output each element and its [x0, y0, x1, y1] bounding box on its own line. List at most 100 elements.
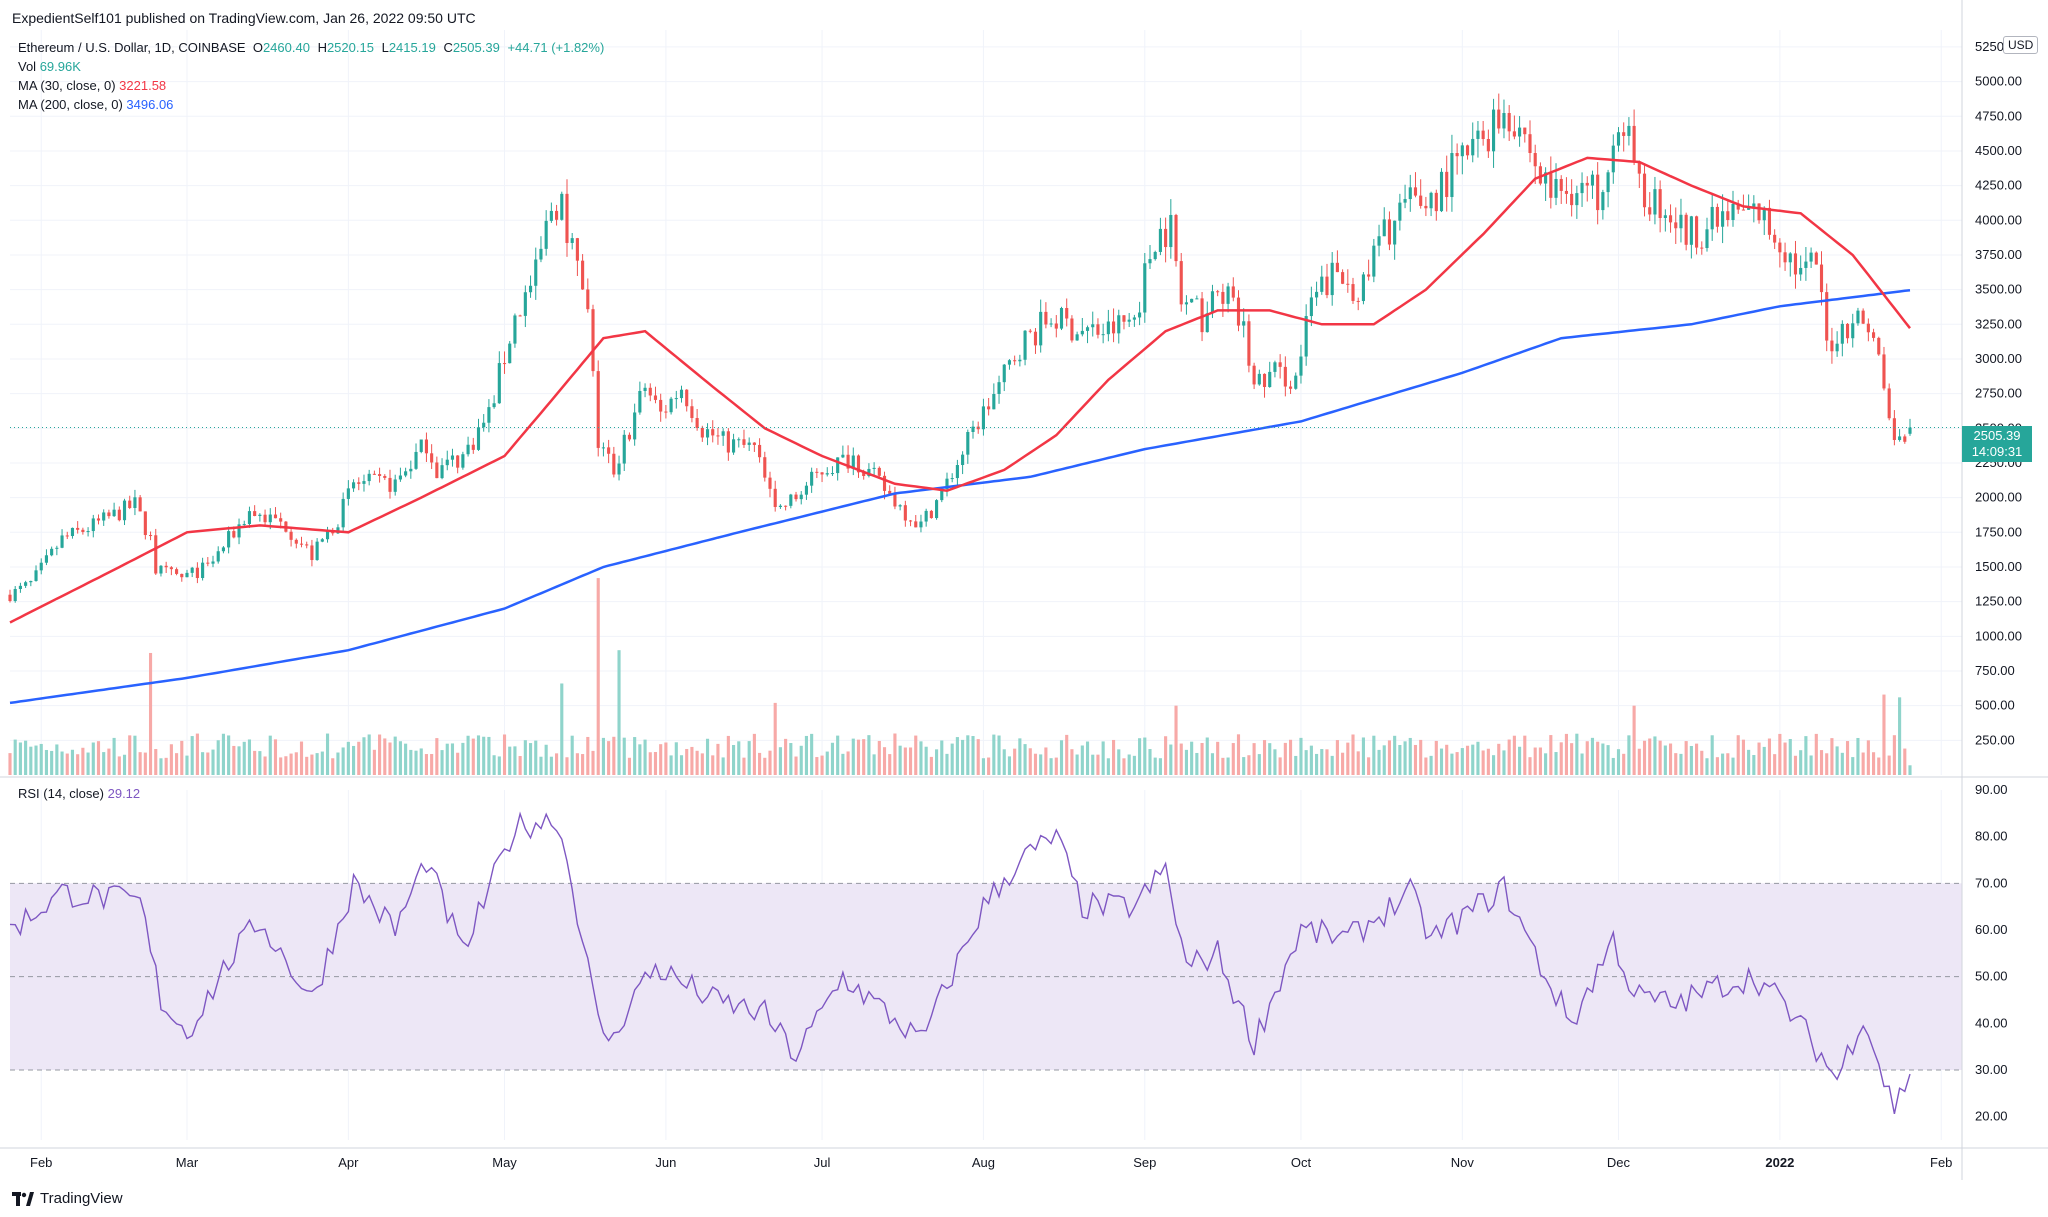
volume-bar [726, 735, 730, 775]
time-axis-label: Feb [30, 1155, 52, 1170]
volume-bar [789, 743, 793, 775]
candle-body [1382, 219, 1386, 237]
candle-body [1070, 318, 1074, 341]
candle-body [440, 465, 444, 479]
volume-bar [737, 741, 741, 775]
candle-body [908, 520, 913, 522]
legend-symbol-row[interactable]: Ethereum / U.S. Dollar, 1D, COINBASE O24… [18, 38, 608, 57]
volume-bar [430, 753, 434, 775]
legend-ma30-row[interactable]: MA (30, close, 0) 3221.58 [18, 76, 608, 95]
candle-body [1283, 366, 1287, 387]
volume-bar [1117, 749, 1121, 775]
candle-body [1814, 252, 1818, 265]
volume-bar [1549, 735, 1553, 775]
volume-bar [1169, 744, 1173, 775]
candle-body [768, 477, 772, 489]
volume-bar [1002, 749, 1006, 775]
volume-bar [1018, 738, 1022, 775]
volume-bar [138, 752, 142, 775]
currency-badge[interactable]: USD [2003, 36, 2039, 54]
candle-body [508, 343, 512, 364]
volume-bar [1361, 737, 1365, 775]
volume-bar [346, 741, 350, 775]
rsi-axis[interactable]: 90.00 80.00 70.00 60.00 50.00 40.00 30.00 20.00 [1975, 782, 2008, 1124]
candle-body [1455, 153, 1459, 157]
legend-vol-row[interactable]: Vol 69.96K [18, 57, 608, 76]
candle-body [1153, 251, 1157, 260]
volume-bar [721, 757, 725, 775]
candle-body [836, 457, 840, 474]
candle-body [987, 406, 991, 410]
candle-body [1741, 209, 1745, 211]
symbol-label[interactable]: Ethereum / U.S. Dollar, 1D, COINBASE [18, 40, 246, 55]
volume-bar [1840, 752, 1844, 775]
volume-bar [1908, 765, 1912, 775]
volume-bar [320, 751, 324, 775]
volume-bar [55, 744, 59, 775]
volume-bar [1544, 753, 1548, 775]
volume-bar [1382, 745, 1386, 775]
volume-bar [1887, 755, 1891, 775]
time-axis[interactable]: Feb Mar Apr May Jun Jul Aug Sep Oct Nov Dec 2022 Feb [30, 1155, 1952, 1170]
candle-body [1658, 189, 1662, 218]
candle-body [929, 510, 933, 519]
volume-bar [39, 743, 43, 775]
volume-bar [596, 578, 600, 775]
volume-bar [1325, 749, 1329, 775]
candle-body [44, 555, 48, 563]
candle-body [1132, 317, 1136, 320]
volume-bar [784, 738, 788, 775]
candle-body [528, 285, 533, 293]
candle-body [445, 459, 449, 466]
vol-label: Vol [18, 59, 37, 74]
volume-bar [1486, 748, 1490, 775]
volume-bar [773, 702, 777, 775]
price-axis-tick: 2750.00 [1975, 386, 2022, 401]
candle-body [721, 431, 725, 436]
candle-body [1085, 327, 1090, 331]
volume-bar [1242, 757, 1246, 775]
candle-body [1309, 297, 1313, 317]
last-price-value: 2505.39 [1973, 428, 2021, 443]
volume-bar [1408, 737, 1412, 775]
price-axis-tick: 3000.00 [1975, 351, 2022, 366]
volume-bar [825, 751, 829, 775]
candle-body [201, 562, 205, 579]
candle-body [164, 565, 168, 568]
pane-separators [0, 0, 2048, 1180]
volume-bar [1268, 743, 1272, 775]
volume-bar [523, 740, 527, 775]
candle-body [935, 500, 939, 519]
candle-body [1549, 172, 1553, 198]
volume-bar [1424, 757, 1428, 775]
volume-bar [1507, 739, 1511, 775]
candle-body [971, 426, 975, 432]
bar-countdown: 14:09:31 [1971, 444, 2023, 459]
volume-bar [830, 742, 835, 775]
candle-body [1002, 364, 1006, 383]
volume-bar [1434, 740, 1438, 775]
price-axis[interactable]: 5250.005000.004750.004500.004250.004000.… [1975, 39, 2022, 747]
legend-ma200-row[interactable]: MA (200, close, 0) 3496.06 [18, 95, 608, 114]
candle-body [1221, 291, 1225, 304]
volume-bar [1658, 740, 1662, 775]
candle-body [1632, 125, 1636, 163]
volume-bar [607, 741, 611, 775]
candle-body [1179, 261, 1183, 305]
volume-bar [1429, 755, 1433, 775]
candle-body [1413, 187, 1418, 196]
rsi-legend[interactable]: RSI (14, close) 29.12 [18, 786, 140, 801]
volume-bar [513, 746, 517, 775]
volume-bar [1684, 741, 1688, 775]
volume-bar [227, 735, 231, 775]
volume-bar [1007, 756, 1012, 775]
candle-body [1117, 315, 1121, 334]
price-axis-tick: 750.00 [1975, 663, 2015, 678]
tradingview-footer[interactable]: TradingView [12, 1190, 123, 1207]
volume-bar [466, 735, 470, 775]
volume-bar [388, 742, 392, 775]
volume-bar [1184, 749, 1188, 775]
candle-body [154, 535, 158, 574]
volume-bar [242, 741, 246, 775]
